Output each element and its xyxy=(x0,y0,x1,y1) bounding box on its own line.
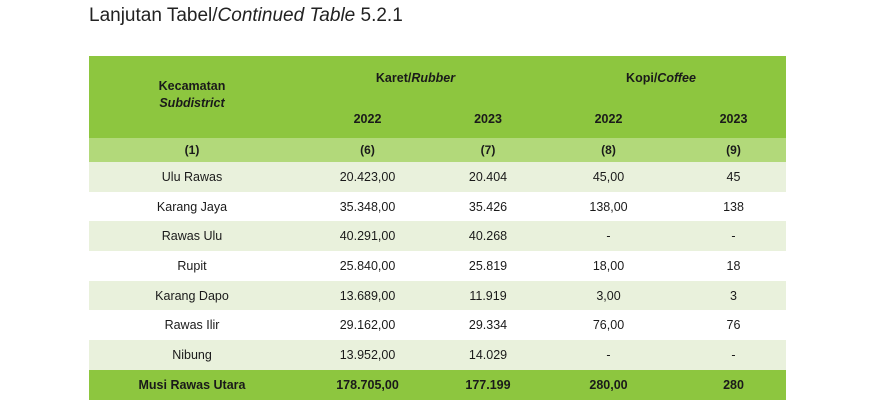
total-rubber-2023-cell: 177.199 xyxy=(440,369,536,400)
year-header: 2022 xyxy=(536,100,681,138)
column-number: (6) xyxy=(295,138,440,162)
subdistrict-cell: Karang Dapo xyxy=(89,280,295,311)
column-number: (7) xyxy=(440,138,536,162)
subdistrict-cell: Nibung xyxy=(89,340,295,370)
coffee-2022-cell: 18,00 xyxy=(536,251,681,281)
year-header: 2023 xyxy=(681,100,787,138)
coffee-2022-cell: 45,00 xyxy=(536,162,681,192)
column-number: (1) xyxy=(89,138,295,162)
rubber-2023-cell: 20.404 xyxy=(440,162,536,192)
coffee-2022-cell: 3,00 xyxy=(536,280,681,311)
coffee-2023-cell: - xyxy=(681,340,787,370)
header-kecamatan: Kecamatan Subdistrict xyxy=(89,56,295,138)
table-row: Rupit 25.840,00 25.819 18,00 18 xyxy=(89,251,787,281)
rubber-2023-cell: 11.919 xyxy=(440,280,536,311)
coffee-2022-cell: - xyxy=(536,221,681,252)
header-coffee-label: Coffee xyxy=(657,71,696,85)
subdistrict-cell: Rawas Ilir xyxy=(89,310,295,341)
total-rubber-2022-cell: 178.705,00 xyxy=(295,369,440,400)
year-header: 2023 xyxy=(440,100,536,138)
rubber-2022-cell: 13.689,00 xyxy=(295,280,440,311)
rubber-2023-cell: 25.819 xyxy=(440,251,536,281)
title-number: 5.2.1 xyxy=(355,5,403,26)
table-row: Rawas Ilir 29.162,00 29.334 76,00 76 xyxy=(89,310,787,341)
total-label-cell: Musi Rawas Utara xyxy=(89,369,295,400)
header-kopi-label: Kopi/ xyxy=(626,71,658,85)
rubber-2022-cell: 25.840,00 xyxy=(295,251,440,281)
table-row: Nibung 13.952,00 14.029 - - xyxy=(89,340,787,370)
table-title: Lanjutan Tabel/Continued Table 5.2.1 xyxy=(89,5,403,27)
rubber-2022-cell: 29.162,00 xyxy=(295,310,440,341)
header-karet: Karet/Rubber xyxy=(295,56,536,100)
header-kopi: Kopi/Coffee xyxy=(536,56,787,100)
total-coffee-2022-cell: 280,00 xyxy=(536,369,681,400)
coffee-2022-cell: 138,00 xyxy=(536,191,681,222)
coffee-2023-cell: 138 xyxy=(681,191,787,222)
coffee-2022-cell: - xyxy=(536,340,681,370)
rubber-2022-cell: 20.423,00 xyxy=(295,162,440,192)
table-row: Rawas Ulu 40.291,00 40.268 - - xyxy=(89,221,787,252)
subdistrict-cell: Karang Jaya xyxy=(89,191,295,222)
table-row: Karang Dapo 13.689,00 11.919 3,00 3 xyxy=(89,280,787,311)
subdistrict-cell: Ulu Rawas xyxy=(89,162,295,192)
rubber-2023-cell: 29.334 xyxy=(440,310,536,341)
rubber-2023-cell: 40.268 xyxy=(440,221,536,252)
rubber-2022-cell: 13.952,00 xyxy=(295,340,440,370)
table-row: Karang Jaya 35.348,00 35.426 138,00 138 xyxy=(89,191,787,222)
header-karet-label: Karet/ xyxy=(375,71,412,85)
total-row: Musi Rawas Utara 178.705,00 177.199 280,… xyxy=(89,369,787,400)
coffee-2023-cell: - xyxy=(681,221,787,252)
coffee-2023-cell: 18 xyxy=(681,251,787,281)
header-rubber-label: Rubber xyxy=(411,71,456,85)
rubber-2022-cell: 40.291,00 xyxy=(295,221,440,252)
header-kecamatan-label: Kecamatan xyxy=(158,79,226,93)
title-italic: Continued Table xyxy=(217,5,356,26)
title-main: Lanjutan Tabel/ xyxy=(89,5,218,26)
coffee-2023-cell: 3 xyxy=(681,280,787,311)
coffee-2022-cell: 76,00 xyxy=(536,310,681,341)
coffee-2023-cell: 76 xyxy=(681,310,787,341)
data-table: Kecamatan Subdistrict Karet/Rubber Kopi/… xyxy=(89,56,787,400)
total-coffee-2023-cell: 280 xyxy=(681,369,787,400)
subdistrict-cell: Rawas Ulu xyxy=(89,221,295,252)
subdistrict-cell: Rupit xyxy=(89,251,295,281)
rubber-2023-cell: 14.029 xyxy=(440,340,536,370)
rubber-2023-cell: 35.426 xyxy=(440,191,536,222)
column-number: (9) xyxy=(681,138,787,162)
rubber-2022-cell: 35.348,00 xyxy=(295,191,440,222)
year-header: 2022 xyxy=(295,100,440,138)
table-row: Ulu Rawas 20.423,00 20.404 45,00 45 xyxy=(89,162,787,192)
header-subdistrict-label: Subdistrict xyxy=(159,96,225,110)
coffee-2023-cell: 45 xyxy=(681,162,787,192)
column-number: (8) xyxy=(536,138,681,162)
